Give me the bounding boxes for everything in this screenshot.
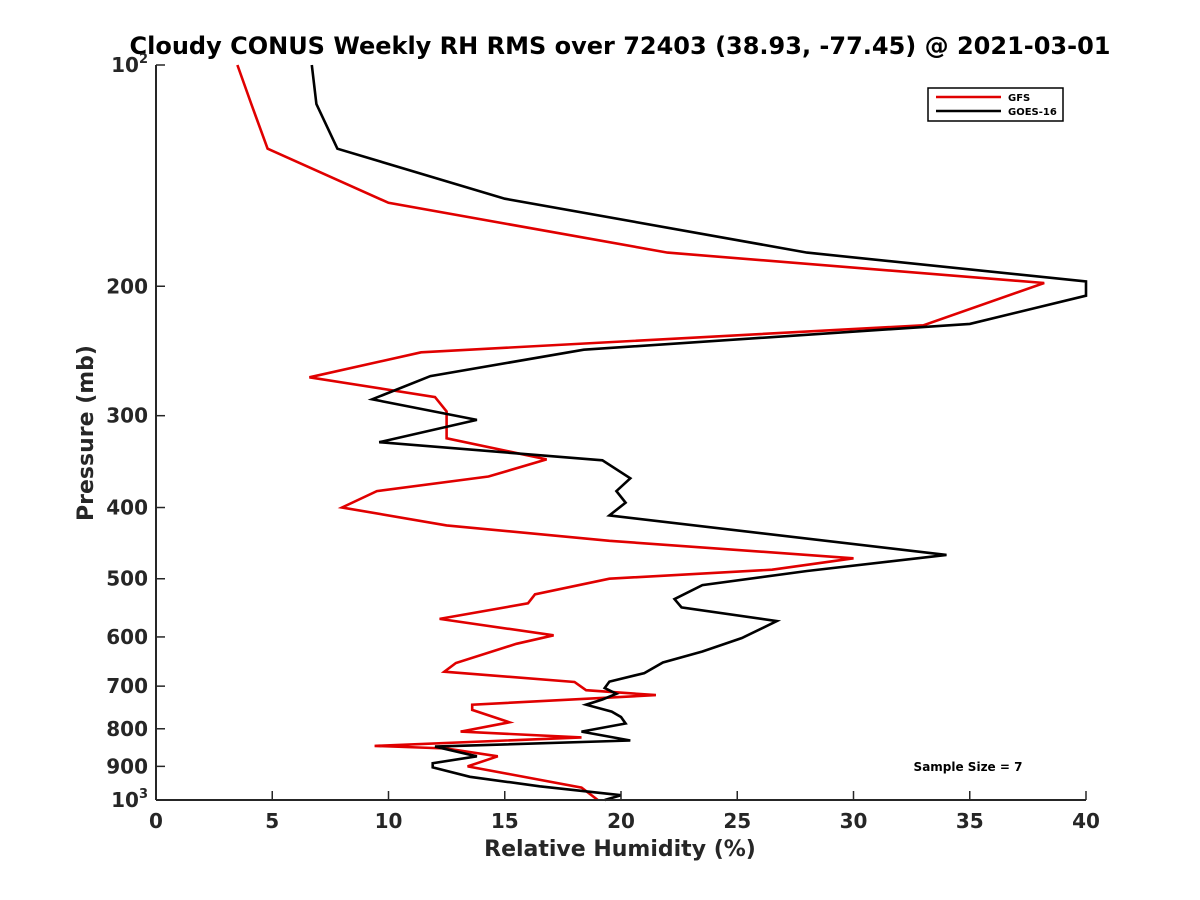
x-tick-label: 0 [149,809,163,833]
x-ticks: 0 5 10 15 20 25 30 35 40 [149,791,1100,833]
x-tick-label: 30 [840,809,868,833]
sample-size-annotation: Sample Size = 7 [914,760,1023,774]
y-tick-label: 700 [106,674,148,698]
y-ticks: 102 200 300 400 500 600 700 800 900 103 [106,52,165,812]
x-tick-label: 35 [956,809,984,833]
axes-layer [155,65,1086,801]
y-tick-label: 200 [106,274,148,298]
legend: GFS GOES-16 [927,87,1064,122]
x-tick-label: 25 [723,809,751,833]
x-tick-label: 40 [1072,809,1100,833]
x-tick-label: 10 [375,809,403,833]
x-axis-label: Relative Humidity (%) [484,837,756,862]
y-tick-label: 102 [111,52,148,77]
y-tick-label: 300 [106,404,148,428]
y-tick-label: 500 [106,567,148,591]
x-tick-label: 15 [491,809,519,833]
chart-title: Cloudy CONUS Weekly RH RMS over 72403 (3… [130,32,1111,60]
y-axis-label: Pressure (mb) [74,345,99,521]
y-tick-label: 800 [106,717,148,741]
y-tick-label: 900 [106,754,148,778]
x-tick-label: 5 [265,809,279,833]
legend-label-goes16: GOES-16 [1008,107,1057,118]
x-tick-label: 20 [607,809,635,833]
series-layer [236,64,1088,802]
y-tick-label: 400 [106,496,148,520]
legend-label-gfs: GFS [1008,93,1030,104]
y-tick-label: 600 [106,625,148,649]
series-line-gfs [236,64,1045,802]
y-tick-label: 103 [111,787,148,812]
legend-box [927,87,1064,122]
series-line-goes16 [310,64,1088,802]
